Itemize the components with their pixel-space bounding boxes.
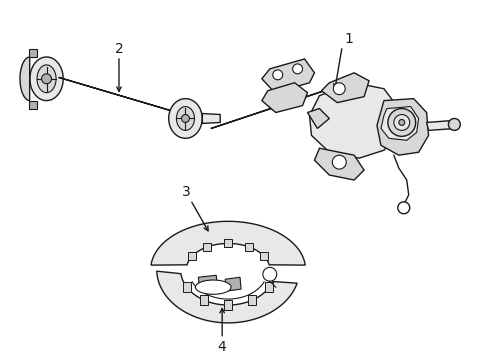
- Polygon shape: [202, 113, 220, 123]
- Polygon shape: [310, 83, 399, 158]
- Polygon shape: [211, 82, 349, 129]
- Polygon shape: [176, 107, 195, 130]
- Polygon shape: [30, 57, 63, 100]
- Polygon shape: [203, 243, 211, 251]
- Polygon shape: [29, 100, 37, 109]
- Polygon shape: [20, 57, 30, 100]
- Circle shape: [273, 70, 283, 80]
- Text: 4: 4: [218, 340, 226, 354]
- Circle shape: [394, 114, 410, 130]
- Circle shape: [263, 267, 277, 281]
- Polygon shape: [59, 77, 175, 112]
- Polygon shape: [29, 49, 37, 57]
- Circle shape: [388, 109, 416, 136]
- Polygon shape: [377, 99, 429, 155]
- Circle shape: [181, 114, 190, 122]
- Polygon shape: [262, 59, 315, 93]
- Polygon shape: [427, 121, 456, 130]
- Polygon shape: [248, 295, 256, 305]
- Polygon shape: [260, 252, 268, 260]
- Polygon shape: [157, 271, 297, 323]
- Circle shape: [448, 118, 460, 130]
- Polygon shape: [200, 295, 208, 305]
- Circle shape: [293, 64, 302, 74]
- Polygon shape: [381, 107, 418, 140]
- Polygon shape: [224, 300, 232, 310]
- Circle shape: [399, 120, 405, 125]
- Polygon shape: [266, 282, 273, 292]
- Polygon shape: [308, 109, 329, 129]
- Polygon shape: [37, 65, 56, 93]
- Circle shape: [333, 83, 345, 95]
- Polygon shape: [196, 280, 231, 294]
- Polygon shape: [262, 83, 308, 113]
- Polygon shape: [225, 277, 241, 291]
- Polygon shape: [183, 282, 191, 292]
- Polygon shape: [321, 73, 369, 103]
- Circle shape: [42, 74, 51, 84]
- Polygon shape: [188, 252, 196, 260]
- Text: 2: 2: [115, 42, 123, 56]
- Text: 1: 1: [345, 32, 354, 46]
- Polygon shape: [224, 239, 232, 247]
- Polygon shape: [198, 275, 217, 287]
- Polygon shape: [169, 99, 202, 138]
- Circle shape: [398, 202, 410, 214]
- Polygon shape: [245, 243, 253, 251]
- Polygon shape: [151, 221, 305, 265]
- Text: 3: 3: [182, 185, 191, 199]
- Polygon shape: [315, 148, 364, 180]
- Circle shape: [332, 155, 346, 169]
